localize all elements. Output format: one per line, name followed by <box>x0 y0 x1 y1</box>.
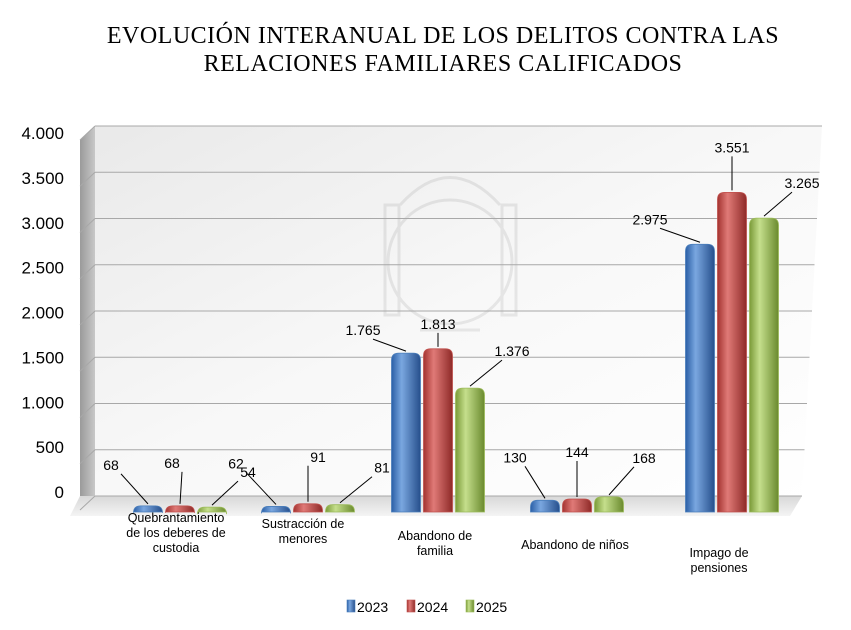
data-label: 3.551 <box>714 139 749 155</box>
data-label: 68 <box>164 455 180 471</box>
bar-2023 <box>685 243 715 513</box>
data-label: 54 <box>240 464 256 480</box>
y-tick-label: 3.000 <box>21 214 64 233</box>
y-tick-label: 1.000 <box>21 393 64 412</box>
legend-swatch-2023 <box>346 599 356 613</box>
bar-2023 <box>530 499 560 513</box>
category-label: Quebrantamiento <box>128 511 225 525</box>
gridline-side <box>79 356 96 372</box>
y-tick-label: 1.500 <box>21 348 64 367</box>
data-label-leader <box>245 472 277 505</box>
data-label: 2.975 <box>632 211 667 227</box>
legend-label-2024: 2024 <box>417 599 448 615</box>
data-label-leader <box>372 338 407 352</box>
data-label-leader <box>120 473 149 505</box>
category-label: menores <box>279 532 328 546</box>
data-label: 168 <box>632 450 656 466</box>
data-label-leader <box>211 480 239 506</box>
y-tick-label: 500 <box>36 438 64 457</box>
gridline-side <box>79 310 96 326</box>
gridline-side <box>79 218 96 233</box>
y-axis: 0 500 1.000 1.500 2.000 2.500 3.000 3.500 4.000 <box>21 124 64 502</box>
data-label-leader <box>608 466 635 496</box>
data-label: 144 <box>565 444 589 460</box>
data-label-leader <box>339 476 373 504</box>
bar-2023 <box>133 505 163 513</box>
gridline-side <box>79 403 96 418</box>
data-label-leader <box>524 466 546 499</box>
y-tick-label: 4.000 <box>21 124 64 143</box>
data-label: 91 <box>310 449 326 465</box>
bar-2024 <box>562 498 592 513</box>
y-tick-label: 2.000 <box>21 304 64 323</box>
gridline-side <box>79 495 96 511</box>
bar-2025 <box>325 504 355 513</box>
watermark-emblem <box>383 176 518 332</box>
chart-title-line-2: RELACIONES FAMILIARES CALIFICADOS <box>204 51 683 77</box>
y-tick-label: 2.500 <box>21 259 64 278</box>
bar-2024 <box>165 505 195 513</box>
data-label: 1.376 <box>494 343 529 359</box>
data-label: 1.765 <box>345 322 380 338</box>
gridline-side <box>79 171 96 187</box>
category-label: familia <box>417 544 453 558</box>
bar-2025 <box>594 496 624 513</box>
data-label-leader <box>179 471 183 504</box>
y-tick-label: 0 <box>55 483 64 502</box>
data-label: 62 <box>228 455 244 471</box>
bar-2023 <box>261 506 291 514</box>
data-label: 68 <box>103 457 119 473</box>
data-label: 1.813 <box>420 316 455 332</box>
gridline-side <box>79 449 96 465</box>
category-label: pensiones <box>691 561 748 575</box>
category-label: Impago de <box>689 546 748 560</box>
y-tick-label: 3.500 <box>21 169 64 188</box>
category-label: custodia <box>153 541 200 555</box>
data-label: 81 <box>374 460 390 476</box>
category-label: de los deberes de <box>126 526 225 540</box>
data-label-leader <box>763 191 793 217</box>
chart-title-line-1: EVOLUCIÓN INTERANUAL DE LOS DELITOS CONT… <box>107 22 779 49</box>
category-label: Abandono de niños <box>521 538 629 552</box>
bar-2025 <box>197 506 227 515</box>
gridline-side <box>79 125 96 141</box>
bar-2023 <box>391 352 421 513</box>
data-label-leader <box>659 227 701 243</box>
legend-swatch-2024 <box>406 599 416 613</box>
data-labels: 68 62 1.765 130 2.975 68 91 1.813 144 3.551 54 81 1.… <box>103 139 820 506</box>
gridline-side <box>79 264 96 280</box>
bar-2024 <box>717 192 747 513</box>
bars <box>133 192 779 515</box>
data-label: 130 <box>503 449 527 465</box>
legend-swatch-2025 <box>465 599 475 613</box>
legend-label-2023: 2023 <box>357 599 388 615</box>
legend: 2023 2024 2025 <box>346 599 507 615</box>
category-label: Abandono de <box>398 529 472 543</box>
data-label-leader <box>469 359 503 387</box>
bar-2025 <box>749 217 779 513</box>
bar-2024 <box>293 503 323 513</box>
category-label: Sustracción de <box>262 517 345 531</box>
legend-label-2025: 2025 <box>476 599 507 615</box>
data-label: 3.265 <box>784 175 819 191</box>
bar-2025 <box>455 387 485 513</box>
bar-2024 <box>423 348 453 513</box>
